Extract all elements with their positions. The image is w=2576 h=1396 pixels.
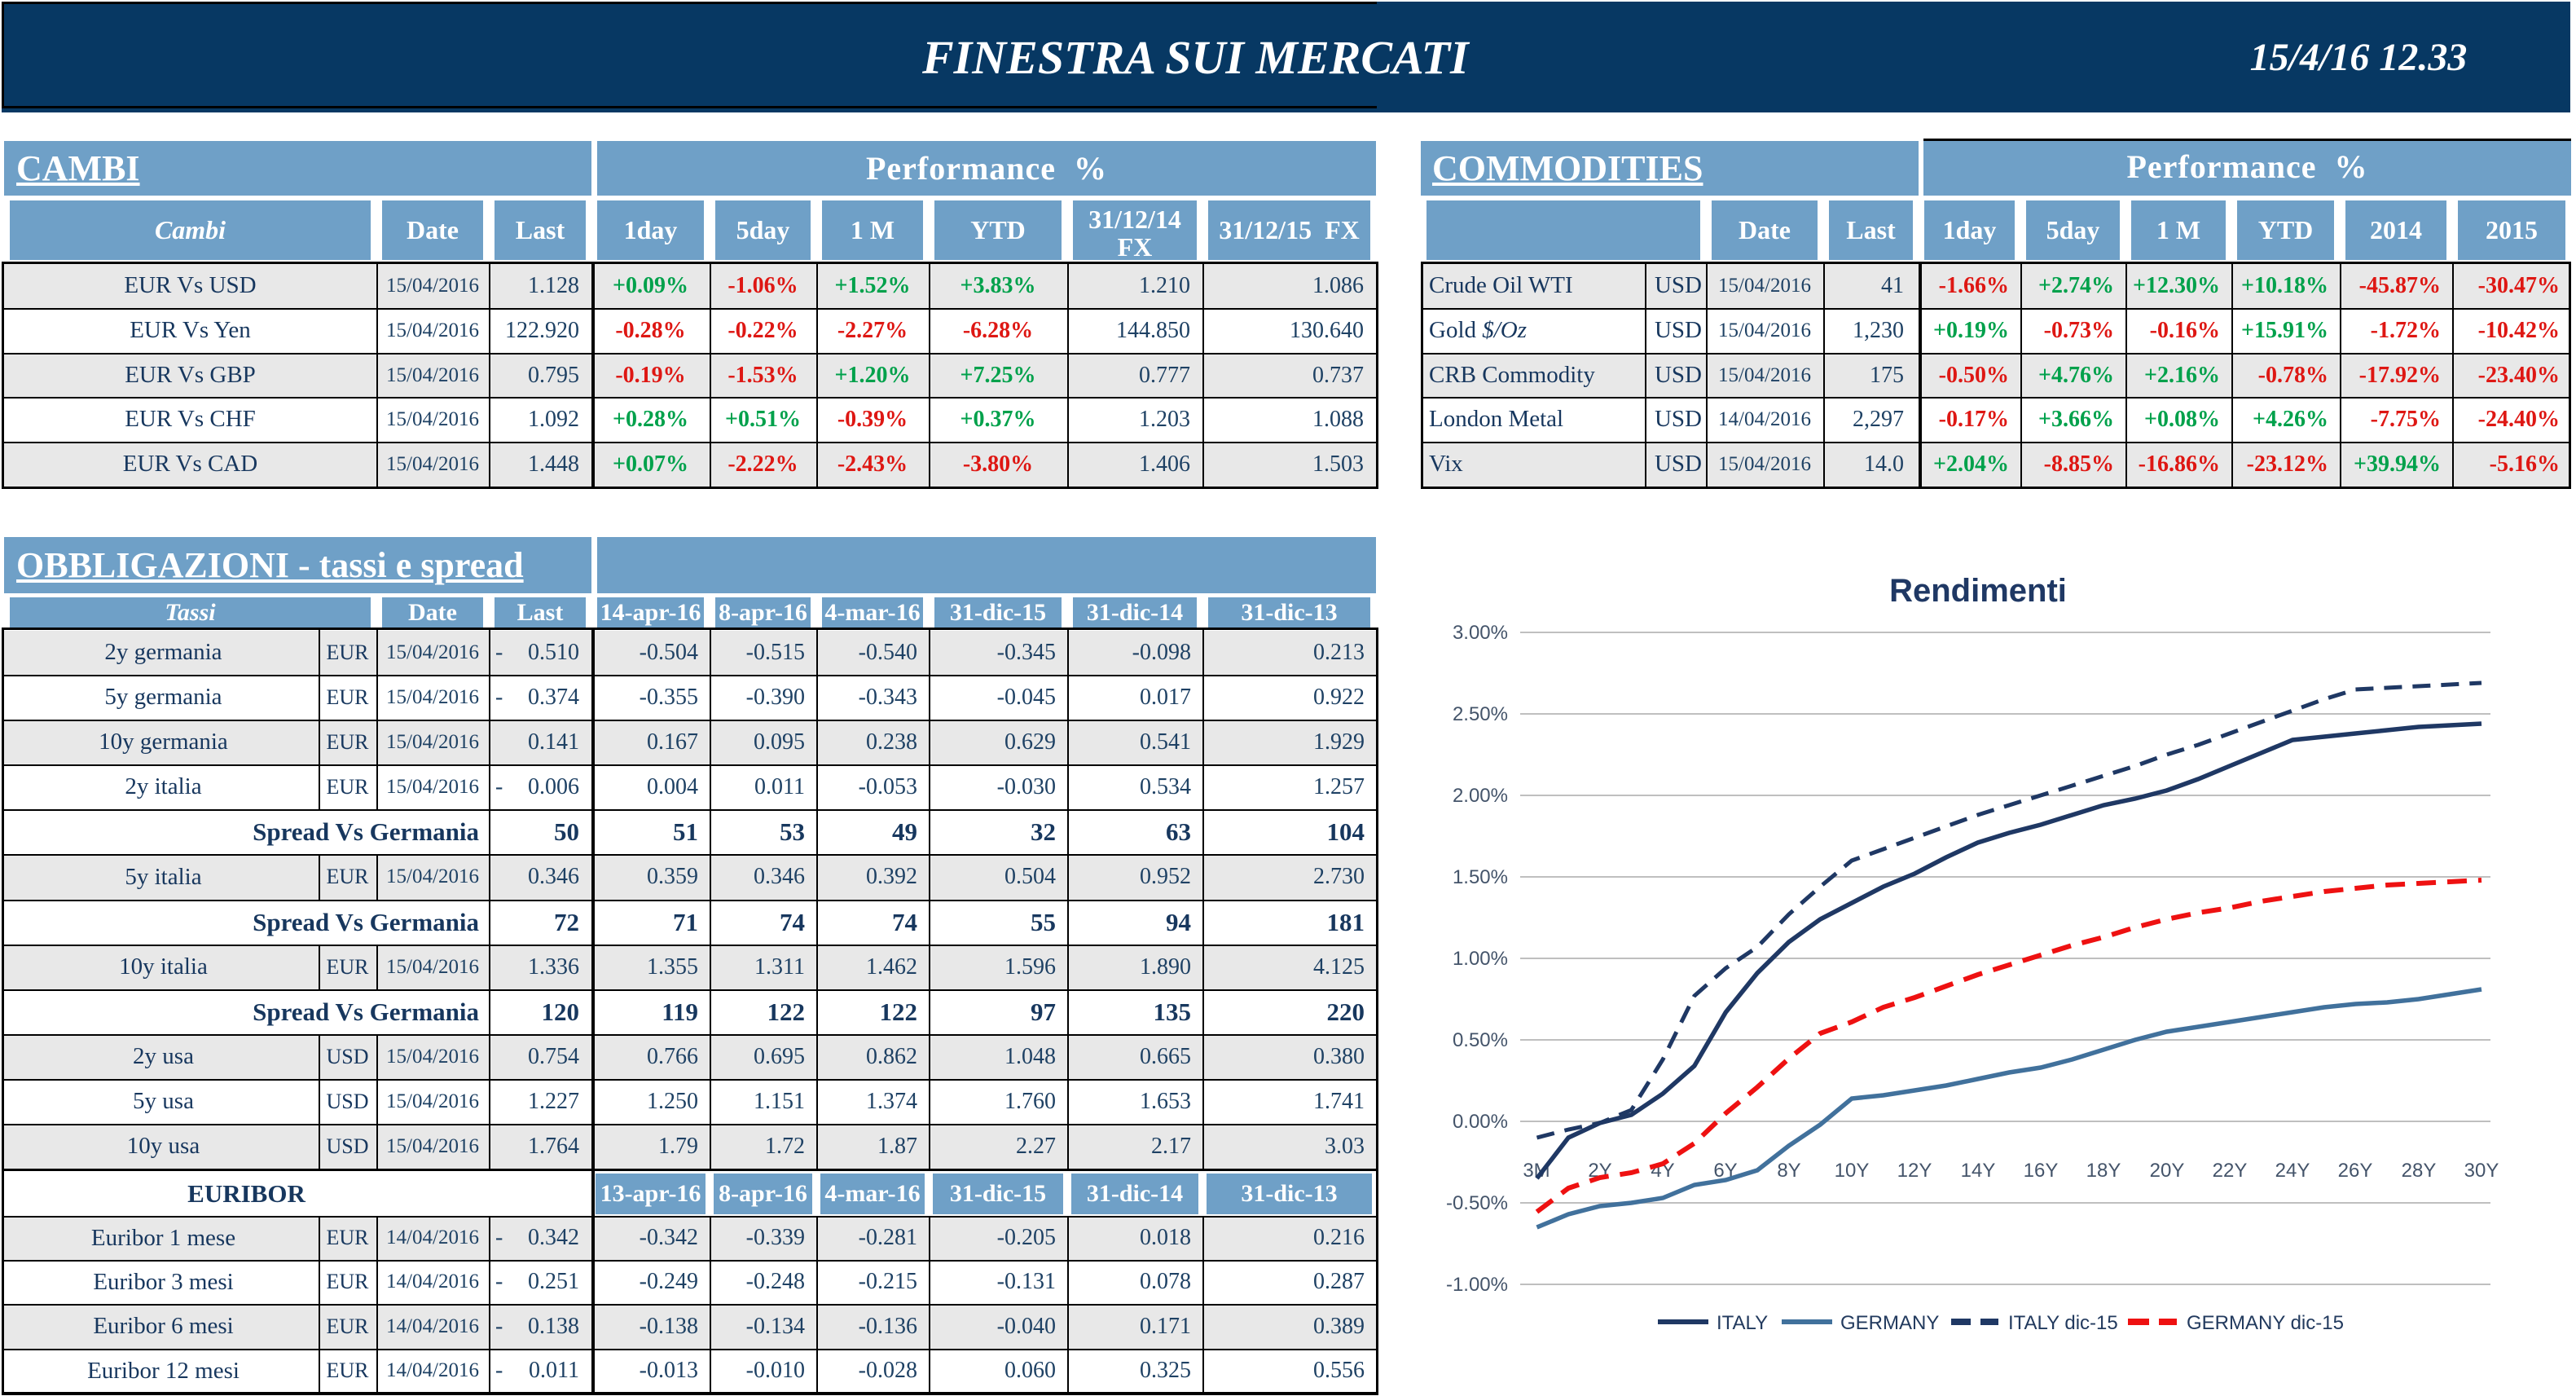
svg-text:16Y: 16Y <box>2024 1160 2059 1182</box>
svg-text:2.00%: 2.00% <box>1453 785 1508 807</box>
svg-text:1.00%: 1.00% <box>1453 948 1508 970</box>
svg-text:0.00%: 0.00% <box>1453 1111 1508 1133</box>
svg-text:30Y: 30Y <box>2464 1160 2499 1182</box>
svg-text:Rendimenti: Rendimenti <box>1889 573 2067 609</box>
svg-text:14Y: 14Y <box>1961 1160 1996 1182</box>
svg-text:24Y: 24Y <box>2275 1160 2310 1182</box>
svg-text:ITALY: ITALY <box>1717 1312 1768 1334</box>
svg-text:28Y: 28Y <box>2402 1160 2437 1182</box>
svg-text:22Y: 22Y <box>2213 1160 2248 1182</box>
svg-text:10Y: 10Y <box>1835 1160 1870 1182</box>
svg-text:-0.50%: -0.50% <box>1446 1192 1508 1214</box>
svg-text:12Y: 12Y <box>1897 1160 1932 1182</box>
svg-text:26Y: 26Y <box>2338 1160 2373 1182</box>
svg-text:-1.00%: -1.00% <box>1446 1274 1508 1296</box>
svg-text:0.50%: 0.50% <box>1453 1029 1508 1051</box>
svg-text:1.50%: 1.50% <box>1453 866 1508 888</box>
svg-text:2.50%: 2.50% <box>1453 703 1508 725</box>
svg-text:3.00%: 3.00% <box>1453 622 1508 644</box>
svg-text:ITALY dic-15: ITALY dic-15 <box>2008 1312 2118 1334</box>
svg-text:GERMANY dic-15: GERMANY dic-15 <box>2187 1312 2344 1334</box>
svg-text:GERMANY: GERMANY <box>1840 1312 1939 1334</box>
svg-text:18Y: 18Y <box>2086 1160 2121 1182</box>
svg-text:8Y: 8Y <box>1777 1160 1800 1182</box>
svg-text:20Y: 20Y <box>2150 1160 2185 1182</box>
svg-text:3M: 3M <box>1523 1160 1550 1182</box>
